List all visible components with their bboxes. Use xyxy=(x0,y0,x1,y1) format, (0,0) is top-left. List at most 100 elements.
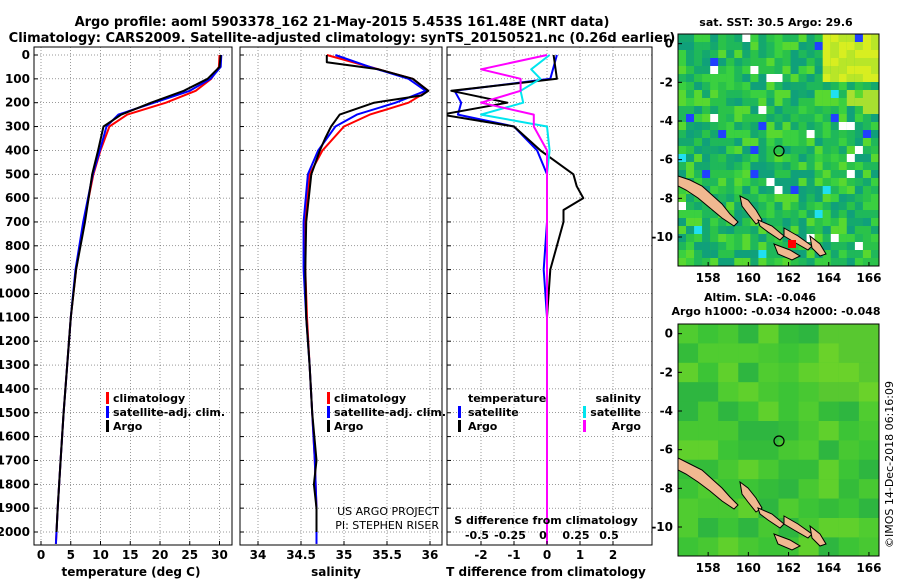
sst-cell xyxy=(871,170,879,178)
sst-cell xyxy=(710,226,719,234)
sst-cell xyxy=(790,34,799,42)
sst-cell xyxy=(806,74,815,82)
sst-cell xyxy=(790,50,799,58)
sst-cell xyxy=(758,162,767,170)
sst-cell xyxy=(710,250,719,258)
sst-cell xyxy=(710,210,719,218)
sst-cell xyxy=(750,170,759,178)
depth-tick-label: 1200 xyxy=(0,334,30,348)
sst-cell xyxy=(822,122,831,130)
sst-cell xyxy=(822,234,831,242)
sst-cell xyxy=(838,42,847,50)
depth-tick-label: 600 xyxy=(5,191,30,205)
sst-cell xyxy=(734,58,743,66)
legend-swatch-climatology xyxy=(327,392,330,404)
sst-cell xyxy=(718,146,727,154)
sst-cell xyxy=(702,210,711,218)
series-line-argo xyxy=(304,55,430,532)
sst-cell xyxy=(774,50,783,58)
sst-cell xyxy=(806,250,815,258)
sst-cell xyxy=(830,234,839,242)
legend-label-sal-argo: Argo xyxy=(612,420,642,433)
sla-cell xyxy=(758,401,779,422)
sla-cell xyxy=(698,324,719,344)
sst-cell xyxy=(750,242,759,250)
sst-red-marker xyxy=(788,240,796,248)
difference-panel xyxy=(446,46,653,546)
sst-cell xyxy=(871,114,879,122)
depth-tick-label: 700 xyxy=(5,215,30,229)
sst-cell xyxy=(710,34,719,42)
sst-cell xyxy=(862,202,871,210)
sst-cell xyxy=(814,178,823,186)
sst-cell xyxy=(710,162,719,170)
sst-cell xyxy=(702,170,711,178)
project-annotation-line-1: US ARGO PROJECT xyxy=(337,505,439,518)
sst-cell xyxy=(734,130,743,138)
sst-cell xyxy=(790,218,799,226)
sst-cell xyxy=(838,234,847,242)
sst-map-ticks: 158 160 162 164 166 0 -2 -4 -6 -8 -10 xyxy=(651,37,881,285)
sst-cell xyxy=(822,74,831,82)
sst-cell xyxy=(710,218,719,226)
sla-cell xyxy=(738,440,759,460)
sst-cell xyxy=(854,258,863,266)
legend-label-climatology: climatology xyxy=(113,392,185,405)
sla-cell xyxy=(758,343,779,363)
sst-cell xyxy=(830,130,839,138)
sst-cell xyxy=(758,34,767,42)
sst-cell xyxy=(782,90,791,98)
sst-cell xyxy=(742,122,751,130)
sst-cell xyxy=(686,106,695,114)
depth-tick-label: 100 xyxy=(5,72,30,86)
sst-cell xyxy=(734,82,743,90)
sst-cell xyxy=(766,210,775,218)
sst-cell xyxy=(798,50,807,58)
sst-cell xyxy=(758,178,767,186)
sst-cell xyxy=(678,42,687,50)
sst-cell xyxy=(782,58,791,66)
sst-cell xyxy=(702,146,711,154)
sst-cell xyxy=(678,122,687,130)
sst-cell xyxy=(678,34,687,42)
depth-tick-label: 0 xyxy=(22,48,30,62)
sst-cell xyxy=(782,34,791,42)
sst-cell xyxy=(758,138,767,146)
sst-cell xyxy=(750,202,759,210)
sst-cell xyxy=(838,194,847,202)
sla-cell xyxy=(698,343,719,363)
sst-cell xyxy=(742,210,751,218)
sst-cell xyxy=(838,106,847,114)
sst-cell xyxy=(678,66,687,74)
sst-cell xyxy=(862,98,871,106)
sst-cell xyxy=(822,194,831,202)
sst-cell xyxy=(694,154,703,162)
sst-cell xyxy=(798,250,807,258)
sst-cell xyxy=(694,130,703,138)
sst-cell xyxy=(774,194,783,202)
sst-cell xyxy=(726,258,735,266)
sst-cell xyxy=(854,34,863,42)
sst-cell xyxy=(774,74,783,82)
sst-cell xyxy=(782,50,791,58)
sst-cell xyxy=(862,258,871,266)
sst-cell xyxy=(806,218,815,226)
sst-cell xyxy=(702,218,711,226)
sla-cell xyxy=(678,518,699,538)
sla-cell xyxy=(718,537,739,556)
sst-cell xyxy=(798,34,807,42)
legend-swatch-argo xyxy=(327,420,330,432)
sst-cell xyxy=(686,242,695,250)
sst-cell xyxy=(822,218,831,226)
sst-cell xyxy=(710,90,719,98)
sst-cell xyxy=(862,58,871,66)
sst-cell xyxy=(758,234,767,242)
sla-cell xyxy=(718,324,739,344)
temperature-xticks: 0 5 10 15 20 25 30 xyxy=(37,541,228,562)
sst-cell xyxy=(814,130,823,138)
sst-cell xyxy=(838,114,847,122)
sst-cell xyxy=(758,210,767,218)
sst-cell xyxy=(710,122,719,130)
sst-cell xyxy=(838,178,847,186)
sst-cell xyxy=(734,170,743,178)
